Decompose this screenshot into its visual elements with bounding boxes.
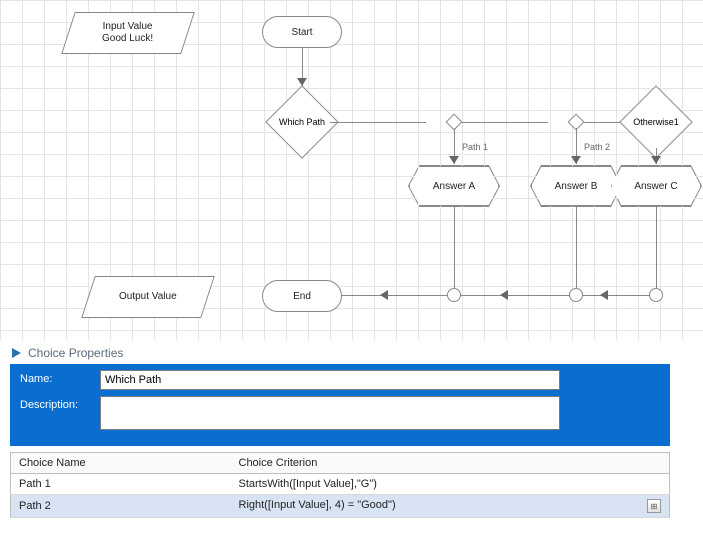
node-label: Answer C: [634, 181, 677, 192]
node-label: Which Path: [266, 86, 338, 158]
edge: [576, 206, 577, 288]
node-label: End: [293, 291, 311, 302]
edge: [461, 295, 569, 296]
edge: [342, 295, 447, 296]
node-merge-1[interactable]: [447, 288, 461, 302]
edge-label-path2: Path 2: [582, 142, 612, 152]
node-input-value[interactable]: Input ValueGood Luck!: [61, 12, 195, 54]
table-row[interactable]: Path 2 Right([Input Value], 4) = "Good")…: [11, 495, 670, 518]
arrow-left-icon: [380, 290, 388, 300]
name-input[interactable]: [100, 370, 560, 390]
node-label: Answer A: [433, 181, 475, 192]
node-which-path[interactable]: Which Path: [266, 86, 338, 158]
node-merge-3[interactable]: [649, 288, 663, 302]
section-title-text: Choice Properties: [28, 346, 123, 360]
node-label: Output Value: [119, 291, 177, 303]
edge: [583, 295, 649, 296]
edge: [330, 122, 426, 123]
cell-choice-name[interactable]: Path 2: [11, 495, 231, 518]
cell-text: Right([Input Value], 4) = "Good"): [239, 499, 396, 511]
edge: [454, 206, 455, 288]
flowchart-canvas[interactable]: Input ValueGood Luck! Start Which Path O…: [0, 0, 703, 340]
node-answer-b[interactable]: Answer B: [531, 166, 621, 206]
node-merge-2[interactable]: [569, 288, 583, 302]
edge: [462, 122, 548, 123]
arrow-left-icon: [500, 290, 508, 300]
node-output-value[interactable]: Output Value: [81, 276, 215, 318]
cell-choice-criterion[interactable]: Right([Input Value], 4) = "Good") ⊞: [231, 495, 670, 518]
play-icon: [10, 347, 22, 359]
table-row[interactable]: Path 1 StartsWith([Input Value],"G"): [11, 474, 670, 495]
description-label: Description:: [20, 396, 100, 411]
node-label: Input ValueGood Luck!: [102, 21, 153, 45]
cell-choice-name[interactable]: Path 1: [11, 474, 231, 495]
name-label: Name:: [20, 370, 100, 385]
cell-choice-criterion[interactable]: StartsWith([Input Value],"G"): [231, 474, 670, 495]
edge-label-path1: Path 1: [460, 142, 490, 152]
arrow-down-icon: [651, 156, 661, 164]
node-label: Start: [291, 27, 312, 38]
edge: [656, 206, 657, 288]
col-choice-criterion[interactable]: Choice Criterion: [231, 453, 670, 474]
properties-panel: Name: Description:: [10, 364, 670, 446]
col-choice-name[interactable]: Choice Name: [11, 453, 231, 474]
description-input[interactable]: [100, 396, 560, 430]
node-end[interactable]: End: [262, 280, 342, 312]
section-title-choice-properties: Choice Properties: [0, 340, 703, 364]
choices-table[interactable]: Choice Name Choice Criterion Path 1 Star…: [10, 452, 670, 518]
arrow-down-icon: [571, 156, 581, 164]
node-label: Answer B: [555, 181, 598, 192]
node-start[interactable]: Start: [262, 16, 342, 48]
node-answer-c[interactable]: Answer C: [611, 166, 701, 206]
calculator-icon[interactable]: ⊞: [647, 499, 661, 513]
node-answer-a[interactable]: Answer A: [409, 166, 499, 206]
arrow-down-icon: [449, 156, 459, 164]
arrow-left-icon: [600, 290, 608, 300]
